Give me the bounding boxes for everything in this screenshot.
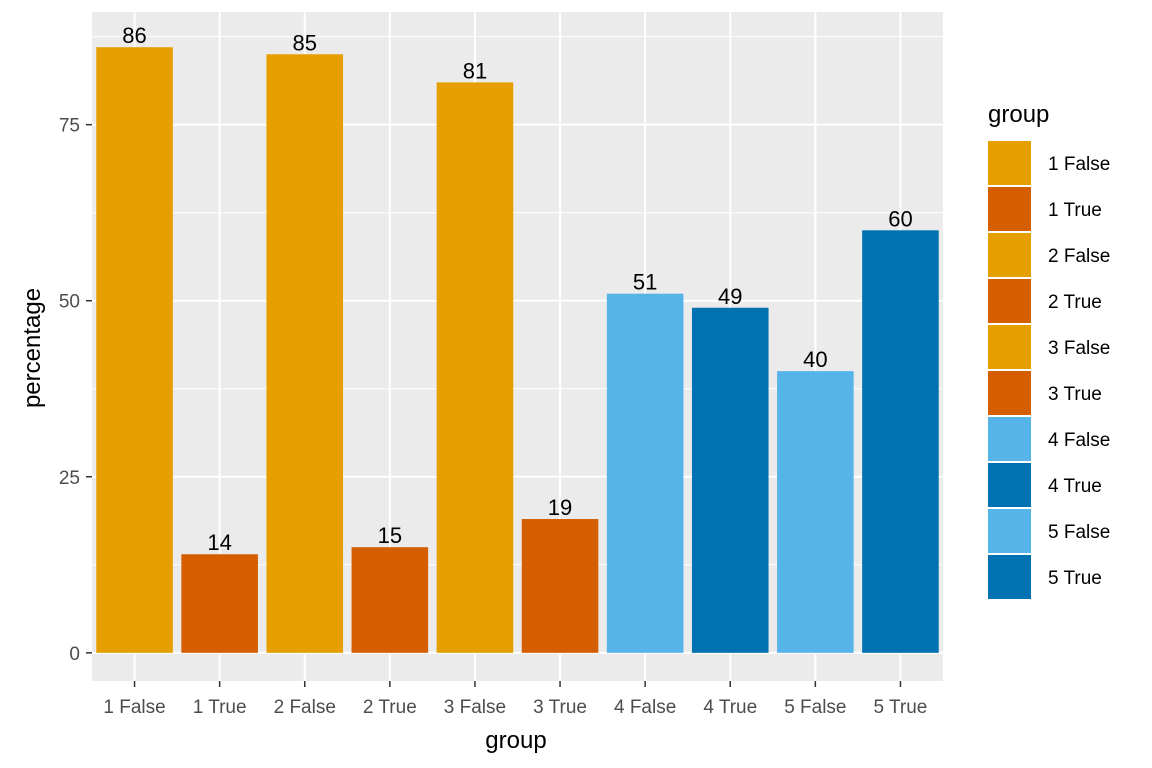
bar-value-label: 51 <box>633 270 657 295</box>
x-tick-label: 3 False <box>444 697 506 718</box>
legend-key <box>988 509 1031 553</box>
bar <box>351 547 429 653</box>
legend-label: 5 True <box>1048 568 1102 589</box>
bar-value-label: 14 <box>207 530 231 555</box>
legend-key <box>988 325 1031 369</box>
legend-key <box>988 233 1031 277</box>
bar-value-label: 40 <box>803 347 827 372</box>
bar <box>777 371 854 653</box>
legend-label: 2 False <box>1048 246 1110 267</box>
bar <box>96 47 173 653</box>
bar <box>862 230 939 653</box>
legend-label: 3 True <box>1048 384 1102 405</box>
legend-label: 3 False <box>1048 338 1110 359</box>
y-tick-label: 50 <box>59 292 80 313</box>
x-tick-label: 5 True <box>874 697 928 718</box>
x-tick-label: 3 True <box>533 697 587 718</box>
x-tick-label: 4 False <box>614 697 676 718</box>
bar-value-label: 60 <box>888 206 912 231</box>
bar-value-label: 19 <box>548 495 572 520</box>
bar-value-label: 85 <box>293 30 317 55</box>
y-tick-label: 0 <box>69 644 80 665</box>
bar <box>266 54 344 653</box>
bars <box>96 47 939 653</box>
bar <box>606 293 684 653</box>
x-axis-title: group <box>485 727 546 754</box>
x-tick-label: 1 False <box>103 697 165 718</box>
legend-title: group <box>988 101 1049 128</box>
legend-key <box>988 463 1031 507</box>
bar <box>436 82 514 653</box>
x-tick-label: 1 True <box>193 697 247 718</box>
legend-label: 1 True <box>1048 200 1102 221</box>
legend-key <box>988 417 1031 461</box>
bar-value-label: 86 <box>122 23 146 48</box>
y-axis-title: percentage <box>19 288 46 408</box>
y-tick-label: 25 <box>59 468 80 489</box>
x-tick-label: 2 True <box>363 697 417 718</box>
bar-value-label: 15 <box>378 523 402 548</box>
legend-label: 2 True <box>1048 292 1102 313</box>
y-tick-label: 75 <box>59 116 80 137</box>
legend-label: 4 False <box>1048 430 1110 451</box>
y-axis: 0 25 50 75 <box>59 116 92 665</box>
bar-value-label: 49 <box>718 284 742 309</box>
bar <box>181 554 258 653</box>
bar-value-label: 81 <box>463 58 487 83</box>
legend-key <box>988 141 1031 185</box>
bar <box>691 307 769 653</box>
legend-key <box>988 371 1031 415</box>
legend: group 1 False 1 True 2 False 2 True 3 False 3… <box>988 101 1110 599</box>
x-axis: 1 False 1 True 2 False 2 True 3 False 3 True 4… <box>103 681 927 718</box>
legend-label: 1 False <box>1048 154 1110 175</box>
data-labels: 86 14 85 15 81 19 51 49 40 60 <box>122 23 912 555</box>
legend-key <box>988 555 1031 599</box>
x-tick-label: 2 False <box>274 697 336 718</box>
bar <box>521 519 599 653</box>
legend-label: 5 False <box>1048 522 1110 543</box>
x-tick-label: 4 True <box>703 697 757 718</box>
legend-key <box>988 279 1031 323</box>
x-tick-label: 5 False <box>784 697 846 718</box>
legend-label: 4 True <box>1048 476 1102 497</box>
legend-key <box>988 187 1031 231</box>
